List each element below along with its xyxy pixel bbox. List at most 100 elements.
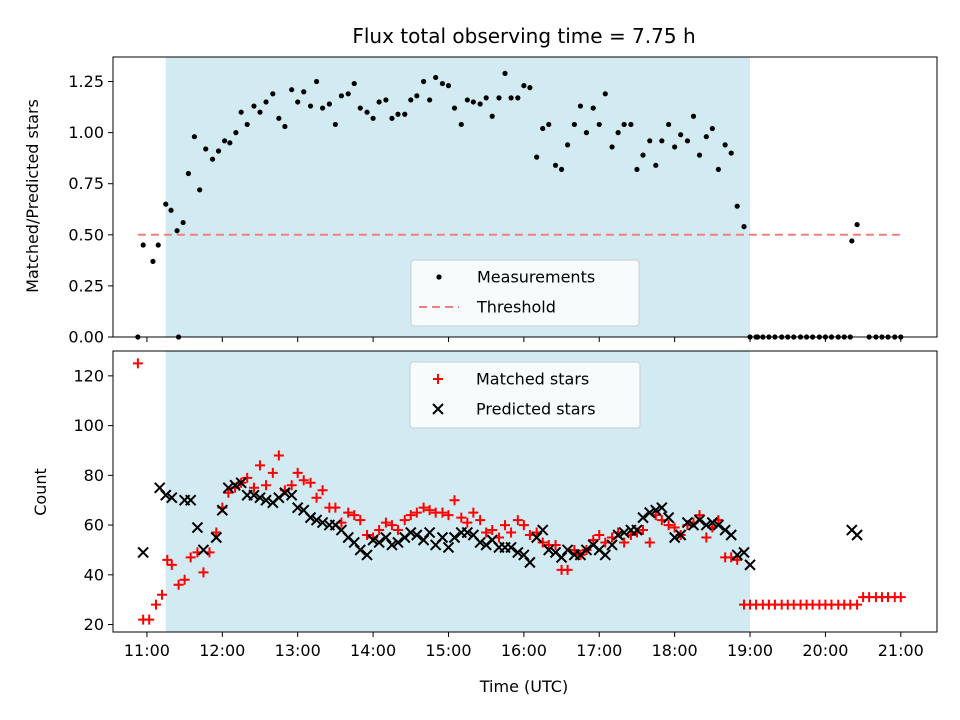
predicted-stars-point bbox=[354, 544, 366, 556]
matched-stars-point bbox=[150, 599, 161, 610]
predicted-stars-point bbox=[442, 541, 455, 554]
matched-stars-point bbox=[562, 564, 573, 575]
measurement-point bbox=[728, 150, 734, 156]
x-axis-label: Time (UTC) bbox=[479, 677, 568, 696]
measurement-point bbox=[445, 83, 452, 89]
matched-stars-point bbox=[242, 472, 253, 483]
matched-stars-point bbox=[518, 520, 529, 531]
measurement-point bbox=[227, 140, 233, 146]
predicted-stars-point bbox=[580, 544, 593, 556]
measurement-point bbox=[577, 103, 584, 109]
top-y-tick-label: 0.00 bbox=[68, 328, 104, 347]
matched-stars-point bbox=[449, 495, 460, 506]
predicted-stars-point bbox=[210, 531, 222, 544]
predicted-stars-point bbox=[392, 536, 404, 549]
matched-stars-point bbox=[330, 502, 341, 513]
measurement-point bbox=[364, 109, 370, 115]
matched-stars-point bbox=[261, 480, 272, 491]
bottom-y-tick-label: 100 bbox=[73, 416, 104, 435]
matched-stars-point bbox=[550, 539, 561, 550]
measurement-point bbox=[602, 91, 608, 97]
matched-stars-point bbox=[475, 515, 486, 526]
matched-stars-point bbox=[694, 510, 705, 521]
matched-stars-point bbox=[362, 530, 373, 541]
predicted-stars-point bbox=[361, 549, 373, 561]
bottom-legend: Matched stars Predicted stars bbox=[409, 361, 641, 429]
measurement-point bbox=[678, 132, 684, 138]
x-tick-label: 16:00 bbox=[501, 641, 547, 660]
matched-stars-point bbox=[437, 507, 448, 518]
matched-stars-point bbox=[179, 574, 190, 585]
top-y-tick-label: 0.75 bbox=[68, 174, 104, 193]
measurement-point bbox=[244, 121, 250, 128]
measurement-point bbox=[534, 154, 540, 160]
matched-stars-point bbox=[637, 525, 648, 536]
legend-label: Measurements bbox=[477, 268, 595, 287]
matched-stars-point bbox=[305, 477, 316, 488]
predicted-stars-point bbox=[851, 529, 863, 541]
predicted-stars-point bbox=[373, 536, 385, 549]
matched-stars-point bbox=[132, 358, 143, 369]
matched-stars-point bbox=[273, 450, 284, 461]
predicted-stars-point bbox=[543, 544, 555, 556]
legend-label: Threshold bbox=[476, 298, 556, 317]
predicted-stars-point bbox=[706, 516, 719, 529]
predicted-stars-point bbox=[197, 544, 210, 556]
measurement-point bbox=[203, 146, 209, 152]
measurement-point bbox=[215, 148, 222, 154]
x-tick-label: 18:00 bbox=[652, 641, 698, 660]
measurement-point bbox=[357, 105, 363, 111]
predicted-stars-point bbox=[693, 514, 706, 526]
measurement-point bbox=[439, 80, 446, 87]
matched-stars-point bbox=[386, 520, 397, 531]
measurement-point bbox=[640, 152, 646, 158]
matched-stars-point bbox=[292, 467, 303, 478]
x-tick-label: 17:00 bbox=[576, 641, 622, 660]
measurement-point bbox=[709, 125, 715, 132]
x-tick-label: 13:00 bbox=[275, 641, 321, 660]
measurement-point bbox=[313, 78, 320, 85]
matched-stars-point bbox=[311, 492, 322, 503]
measurement-point bbox=[477, 101, 483, 107]
predicted-stars-point bbox=[530, 531, 543, 544]
matched-stars-point bbox=[537, 537, 548, 548]
predicted-stars-point bbox=[191, 521, 204, 534]
measurement-point bbox=[185, 170, 191, 177]
measurement-point bbox=[174, 228, 180, 234]
matched-stars-point bbox=[317, 485, 328, 496]
measurement-point bbox=[427, 97, 433, 103]
matched-stars-point bbox=[380, 517, 391, 528]
predicted-stars-point bbox=[304, 511, 317, 524]
matched-stars-point bbox=[424, 505, 435, 516]
predicted-stars-point bbox=[537, 524, 549, 536]
predicted-stars-point bbox=[285, 489, 298, 501]
predicted-stars-point bbox=[712, 519, 725, 531]
matched-stars-point bbox=[594, 530, 605, 541]
x-tick-label: 14:00 bbox=[350, 641, 396, 660]
matched-stars-point bbox=[669, 522, 680, 533]
predicted-stars-point bbox=[618, 526, 630, 539]
predicted-stars-point bbox=[310, 514, 323, 526]
predicted-stars-point bbox=[644, 506, 656, 519]
predicted-stars-point bbox=[662, 511, 675, 524]
matched-stars-point bbox=[343, 507, 354, 518]
matched-stars-point bbox=[462, 517, 473, 528]
predicted-stars-point bbox=[731, 549, 743, 561]
predicted-stars-point bbox=[216, 504, 229, 516]
measurement-point bbox=[197, 187, 203, 193]
measurement-point bbox=[666, 121, 672, 128]
bottom-y-tick-label: 60 bbox=[84, 516, 104, 535]
top-y-tick-label: 1.25 bbox=[68, 72, 104, 91]
bottom-y-tick-label: 120 bbox=[73, 366, 104, 385]
predicted-stars-point bbox=[254, 492, 266, 504]
matched-stars-point bbox=[298, 475, 309, 486]
measurement-point bbox=[508, 95, 514, 101]
matched-stars-point bbox=[267, 467, 278, 478]
measurement-point bbox=[191, 134, 198, 140]
measurement-point bbox=[546, 121, 552, 128]
measurement-point bbox=[332, 121, 338, 128]
matched-stars-point bbox=[468, 507, 479, 518]
measurement-point bbox=[270, 91, 276, 97]
measurement-point bbox=[647, 138, 653, 144]
